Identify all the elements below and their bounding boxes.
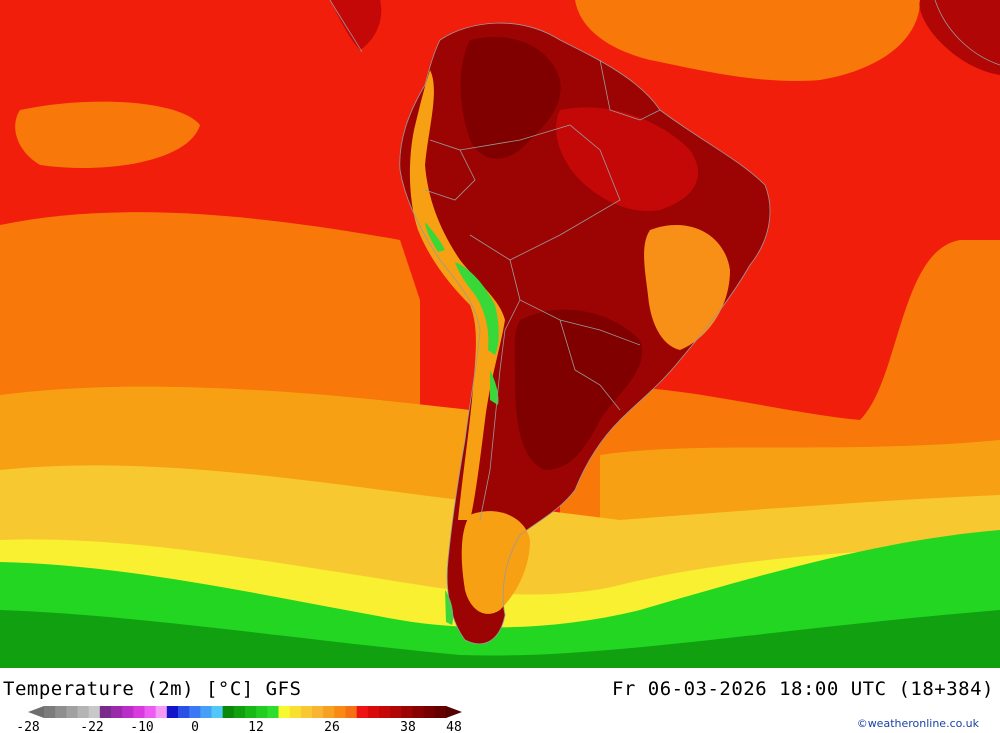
legend-swatch xyxy=(401,706,413,718)
legend-swatch xyxy=(44,706,56,718)
color-legend: -28 -22 -10 0 12 26 38 48 xyxy=(16,706,462,732)
land-orange-patagonia xyxy=(461,511,530,614)
caribbean-island-ne xyxy=(919,0,1000,75)
legend-swatch xyxy=(66,706,78,718)
legend-tick-label: 38 xyxy=(400,720,416,732)
credit-link[interactable]: ©weatheronline.co.uk xyxy=(856,717,979,730)
legend-swatch xyxy=(122,706,134,718)
legend-swatch xyxy=(278,706,291,718)
green-dark-band xyxy=(0,610,1000,668)
map-title: Temperature (2m) [°C] GFS xyxy=(3,678,302,700)
legend-swatch xyxy=(233,706,246,718)
legend-tick-label: 48 xyxy=(446,720,462,732)
ocean-warm-blob-ne xyxy=(575,0,920,81)
legend-swatch xyxy=(434,706,447,718)
legend-swatch xyxy=(155,706,168,718)
legend-swatch xyxy=(267,706,279,718)
land-warm-amazon xyxy=(556,107,699,211)
legend-swatch xyxy=(390,706,402,718)
andes-strip xyxy=(409,70,505,520)
legend-tick-label: -28 xyxy=(16,720,39,732)
legend-tick-label: -10 xyxy=(130,720,153,732)
legend-tick-label: 0 xyxy=(191,720,199,732)
land-hotter-core xyxy=(460,36,561,159)
ocean-warm-blob-nw xyxy=(15,101,201,169)
legend-swatch xyxy=(412,706,425,718)
central-america-land xyxy=(330,0,382,50)
land-orange-brazil xyxy=(644,224,730,350)
legend-swatch xyxy=(200,706,212,718)
legend-swatch xyxy=(379,706,391,718)
legend-swatch xyxy=(334,706,346,718)
footer: Temperature (2m) [°C] GFS Fr 06-03-2026 … xyxy=(0,668,1000,733)
legend-swatch xyxy=(222,706,235,718)
legend-swatch xyxy=(144,706,157,718)
andes-green-3 xyxy=(490,370,499,405)
land-hotter-south xyxy=(514,309,642,470)
legend-swatch xyxy=(300,706,313,718)
legend-swatch xyxy=(99,706,112,718)
andes-green-2 xyxy=(455,262,499,355)
legend-swatch xyxy=(367,706,380,718)
legend-swatch xyxy=(256,706,268,718)
legend-swatch xyxy=(178,706,190,718)
legend-swatch xyxy=(77,706,90,718)
legend-swatch xyxy=(211,706,224,718)
legend-swatch xyxy=(356,706,369,718)
temperature-map xyxy=(0,0,1000,668)
legend-swatch xyxy=(189,706,201,718)
legend-swatch xyxy=(323,706,335,718)
legend-tick-label: 12 xyxy=(248,720,264,732)
legend-swatch xyxy=(133,706,145,718)
legend-swatch xyxy=(111,706,123,718)
andes-green-1 xyxy=(425,222,445,252)
legend-tick-label: 26 xyxy=(324,720,340,732)
legend-swatch xyxy=(55,706,67,718)
legend-swatch xyxy=(345,706,358,718)
legend-arrow-high xyxy=(446,706,462,718)
legend-arrow-low xyxy=(28,706,44,718)
legend-swatch xyxy=(88,706,101,718)
map-timestamp: Fr 06-03-2026 18:00 UTC (18+384) xyxy=(611,678,994,700)
legend-swatch xyxy=(166,706,179,718)
legend-tick-label: -22 xyxy=(80,720,103,732)
country-borders xyxy=(329,0,1000,645)
patagonia-green xyxy=(445,590,454,625)
legend-swatch xyxy=(245,706,257,718)
legend-swatch xyxy=(423,706,436,718)
legend-swatch xyxy=(312,706,324,718)
legend-swatch xyxy=(289,706,302,718)
